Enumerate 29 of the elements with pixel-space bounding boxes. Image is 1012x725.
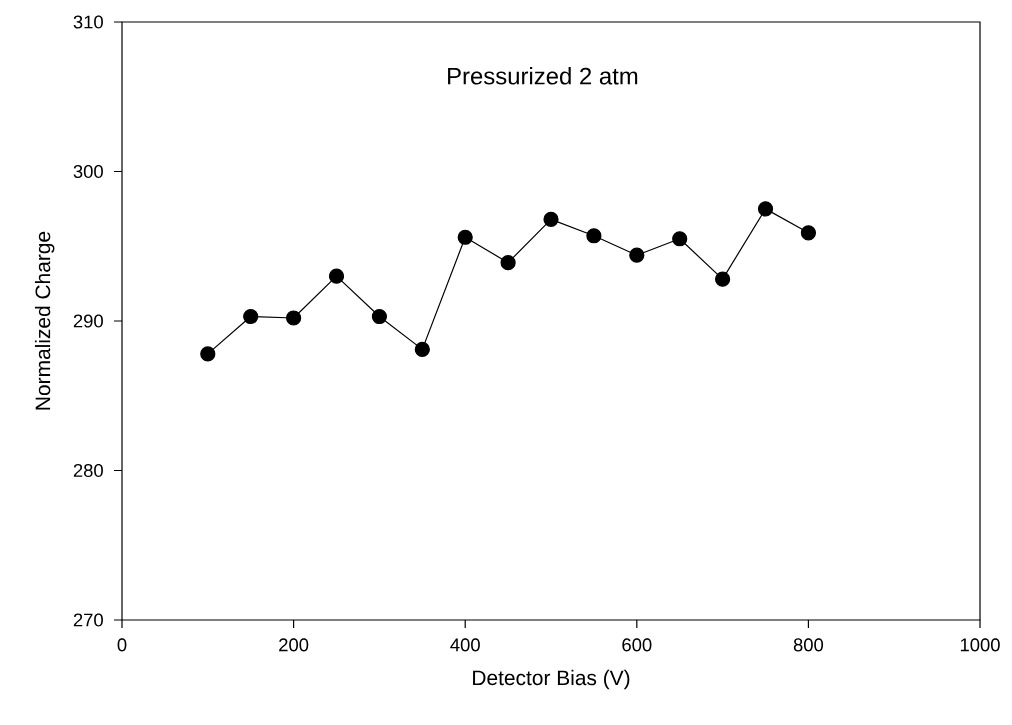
point xyxy=(629,247,645,263)
x-axis-title: Detector Bias (V) xyxy=(473,669,630,690)
point xyxy=(715,271,731,287)
point xyxy=(586,228,602,244)
y-tick-label: 280 xyxy=(73,463,103,478)
x-tick-label: 800 xyxy=(793,638,824,652)
point xyxy=(414,341,430,357)
point xyxy=(371,308,388,325)
y-tick-label: 300 xyxy=(73,164,103,179)
x-tick-label: 600 xyxy=(622,638,652,652)
point xyxy=(286,310,302,326)
point xyxy=(757,201,774,217)
point xyxy=(457,229,473,245)
point xyxy=(800,225,817,241)
y-tick-label: 310 xyxy=(73,15,103,29)
point xyxy=(672,231,688,247)
x-tick-label: 0 xyxy=(117,638,127,652)
x-tick-label: 400 xyxy=(450,638,480,652)
y-axis-title: Normalized Charge xyxy=(34,231,55,410)
y-tick-label: 290 xyxy=(73,314,103,328)
point xyxy=(500,255,516,271)
x-tick-label: 1000 xyxy=(960,638,1000,652)
point xyxy=(243,308,259,325)
y-tick-label: 270 xyxy=(73,613,103,627)
point xyxy=(543,211,559,227)
point xyxy=(200,346,216,362)
annotation: Pressurized 2 atm xyxy=(448,67,638,85)
x-tick-label: 200 xyxy=(279,638,309,652)
point xyxy=(328,268,345,284)
